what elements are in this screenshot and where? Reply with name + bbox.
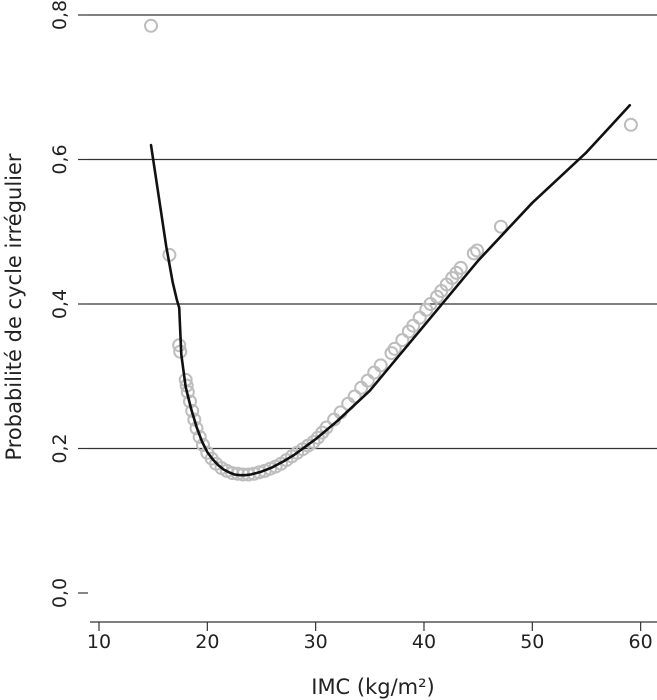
x-tick-label: 40: [412, 631, 436, 653]
data-points: [144, 18, 638, 482]
data-point: [453, 260, 468, 275]
data-point: [347, 389, 362, 404]
fit-line-group: [149, 104, 632, 477]
x-axis-title: IMC (kg/m²): [311, 675, 434, 699]
y-tick-label: 0,8: [49, 0, 71, 30]
data-point: [354, 380, 369, 395]
x-tick-label: 20: [195, 631, 219, 653]
data-point: [395, 333, 410, 348]
x-tick-label: 50: [520, 631, 544, 653]
data-point: [187, 412, 202, 427]
data-point: [192, 429, 207, 444]
y-tick-label: 0,0: [49, 578, 71, 608]
data-point: [470, 243, 485, 258]
data-point: [144, 18, 158, 33]
y-tick-label: 0,4: [49, 289, 71, 319]
fitted-line: [149, 104, 632, 477]
y-axis-title: Probabilité de cycle irrégulier: [2, 153, 26, 460]
x-tick-label: 10: [87, 631, 111, 653]
data-point: [319, 420, 334, 435]
data-point: [387, 341, 402, 356]
data-point: [172, 338, 187, 353]
data-point: [373, 358, 388, 373]
x-ticks: 10 20 30 40 50 60: [87, 622, 653, 653]
data-point: [367, 365, 382, 380]
x-tick-label: 30: [304, 631, 328, 653]
x-tick-label: 60: [629, 631, 653, 653]
y-ticks: 0,0 0,2 0,4 0,6 0,8: [49, 0, 88, 608]
data-point: [466, 246, 481, 261]
grid: [88, 14, 657, 450]
data-point: [196, 437, 210, 452]
y-tick-label: 0,2: [49, 433, 71, 463]
data-point: [493, 219, 508, 234]
data-point: [306, 435, 321, 449]
data-point: [412, 310, 427, 325]
y-tick-label: 0,6: [49, 144, 71, 174]
data-point: [623, 117, 638, 132]
data-point: [360, 373, 375, 388]
